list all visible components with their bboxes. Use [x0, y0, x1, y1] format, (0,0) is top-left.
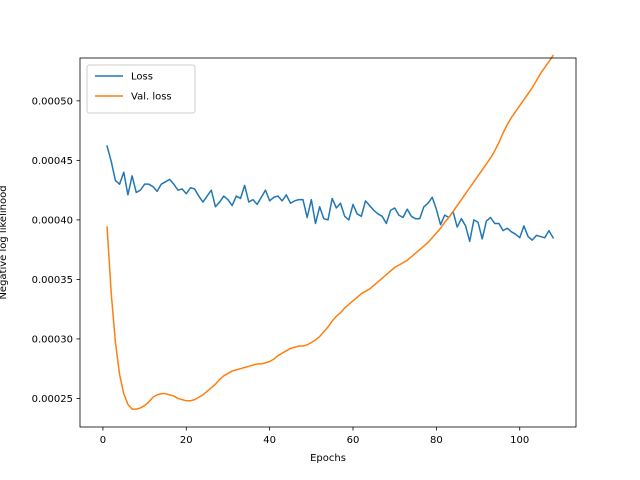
legend-label-1: Val. loss — [131, 92, 172, 103]
y-tick-label: 0.00040 — [32, 215, 73, 226]
series-line-0 — [106, 145, 555, 243]
x-axis: 0 20 40 60 80 100 — [100, 427, 529, 446]
legend-box — [86, 64, 196, 114]
x-tick-label: 80 — [430, 435, 443, 446]
y-tick-label: 0.00035 — [32, 275, 73, 286]
y-tick-label: 0.00050 — [32, 96, 73, 107]
y-tick-label: 0.00045 — [32, 156, 73, 167]
series-layer — [106, 54, 555, 410]
legend: Loss Val. loss — [86, 64, 196, 114]
series-line-1 — [106, 54, 555, 410]
y-tick-label: 0.00030 — [32, 334, 73, 345]
x-tick-label: 20 — [180, 435, 193, 446]
x-tick-label: 60 — [347, 435, 360, 446]
y-axis-label: Negative log likelihood — [0, 185, 9, 299]
x-tick-label: 0 — [100, 435, 106, 446]
x-tick-label: 40 — [263, 435, 276, 446]
plot-area: 0 20 40 60 80 100 0.00025 0.00030 0.00035 0.0004… — [32, 54, 577, 446]
y-axis: 0.00025 0.00030 0.00035 0.00040 0.00045 0.000… — [32, 96, 80, 405]
axes-frame — [79, 57, 577, 428]
legend-label-0: Loss — [131, 72, 153, 83]
x-axis-label: Epochs — [310, 453, 346, 464]
y-tick-label: 0.00025 — [32, 394, 73, 405]
x-tick-label: 100 — [510, 435, 529, 446]
